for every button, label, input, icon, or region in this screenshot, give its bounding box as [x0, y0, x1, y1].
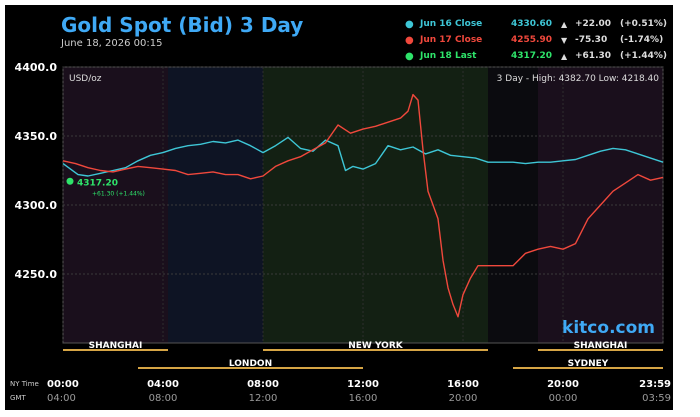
- series-line: [62, 136, 664, 177]
- x-tick-label-ny: 16:00: [447, 379, 479, 390]
- y-tick-label: 4400.0: [15, 61, 58, 74]
- x-tick-label-ny: 08:00: [247, 379, 279, 390]
- legend-price: 4255.90: [511, 35, 552, 45]
- legend-label: Jun 17 Close: [420, 35, 483, 45]
- session-label: LONDON: [229, 359, 272, 369]
- legend-label: Jun 18 Last: [420, 51, 477, 61]
- legend-pct: (+1.44%): [620, 51, 667, 61]
- y-tick-label: 4350.0: [15, 130, 58, 143]
- legend-change: +61.30: [575, 51, 612, 61]
- chart-frame: 4400.0 4350.0 4300.0 4250.0 USD/oz 3 Day - Hi…: [5, 5, 673, 410]
- series-line: [62, 93, 664, 318]
- legend-dot-icon: ●: [405, 51, 414, 62]
- gmt-label: GMT: [10, 394, 26, 402]
- arrow-down-icon: ▼: [561, 36, 568, 45]
- ny-time-label: NY Time: [10, 380, 39, 388]
- y-tick-label: 4300.0: [15, 199, 58, 212]
- arrow-up-icon: ▲: [561, 20, 568, 29]
- legend-change: -75.30: [575, 35, 608, 45]
- x-tick-label-gmt: 20:00: [449, 393, 478, 404]
- chart-title: Gold Spot (Bid) 3 Day: [61, 13, 304, 37]
- last-price-label: 4317.20: [77, 178, 118, 188]
- x-tick-label-ny: 12:00: [347, 379, 379, 390]
- last-price-dot: [66, 177, 74, 185]
- arrow-up-icon: ▲: [561, 52, 568, 61]
- x-tick-label-ny: 00:00: [47, 379, 79, 390]
- session-label: SYDNEY: [568, 359, 609, 369]
- x-tick-label-gmt: 12:00: [249, 393, 278, 404]
- legend-pct: (-1.74%): [620, 35, 664, 45]
- legend-pct: (+0.51%): [620, 19, 667, 29]
- legend-price: 4317.20: [511, 51, 552, 61]
- y-tick-label: 4250.0: [15, 268, 58, 281]
- x-tick-label-gmt: 04:00: [47, 393, 76, 404]
- session-label: SHANGHAI: [89, 341, 143, 351]
- legend-dot-icon: ●: [405, 35, 414, 46]
- session-label: SHANGHAI: [574, 341, 628, 351]
- x-tick-label-ny: 04:00: [147, 379, 179, 390]
- legend-label: Jun 16 Close: [420, 19, 483, 29]
- x-tick-label-gmt: 00:00: [549, 393, 578, 404]
- x-tick-label-ny: 23:59: [639, 379, 671, 390]
- x-tick-label-ny: 20:00: [547, 379, 579, 390]
- range-label: 3 Day - High: 4382.70 Low: 4218.40: [497, 74, 660, 84]
- legend-dot-icon: ●: [405, 19, 414, 30]
- x-tick-label-gmt: 03:59: [642, 393, 671, 404]
- chart-svg: 4400.0 4350.0 4300.0 4250.0 USD/oz 3 Day - Hi…: [10, 61, 671, 404]
- unit-label: USD/oz: [69, 74, 102, 84]
- x-tick-label-gmt: 16:00: [349, 393, 378, 404]
- chart-datetime: June 18, 2026 00:15: [61, 38, 163, 49]
- last-change-label: +61.30 (+1.44%): [92, 190, 145, 197]
- watermark-logo: kitco.com: [562, 318, 655, 338]
- legend-change: +22.00: [575, 19, 612, 29]
- x-tick-label-gmt: 08:00: [149, 393, 178, 404]
- session-label: NEW YORK: [348, 341, 404, 351]
- legend-price: 4330.60: [511, 19, 552, 29]
